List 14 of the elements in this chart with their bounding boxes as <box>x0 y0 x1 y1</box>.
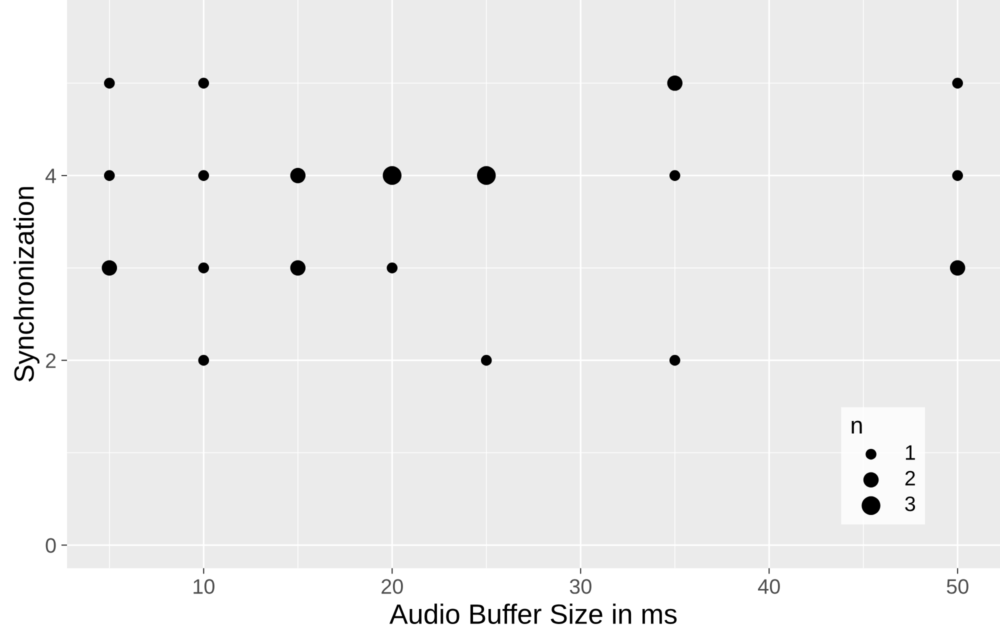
x-axis-title: Audio Buffer Size in ms <box>389 604 677 624</box>
x-tick-label: 20 <box>382 579 403 594</box>
x-tick-label: 50 <box>946 579 968 594</box>
x-tick-label: 10 <box>194 579 214 594</box>
x-tick-label: 30 <box>570 579 592 594</box>
legend-title: n <box>852 420 862 434</box>
x-tick-label: 40 <box>758 579 780 594</box>
y-tick-label: 2 <box>46 353 56 368</box>
legend-label: 1 <box>906 445 915 460</box>
legend-label: 3 <box>905 496 916 512</box>
y-tick-label: 0 <box>46 538 56 553</box>
y-axis-title: Synchronization <box>14 187 40 382</box>
y-tick-label: 4 <box>45 168 56 184</box>
legend-label: 2 <box>905 470 915 486</box>
